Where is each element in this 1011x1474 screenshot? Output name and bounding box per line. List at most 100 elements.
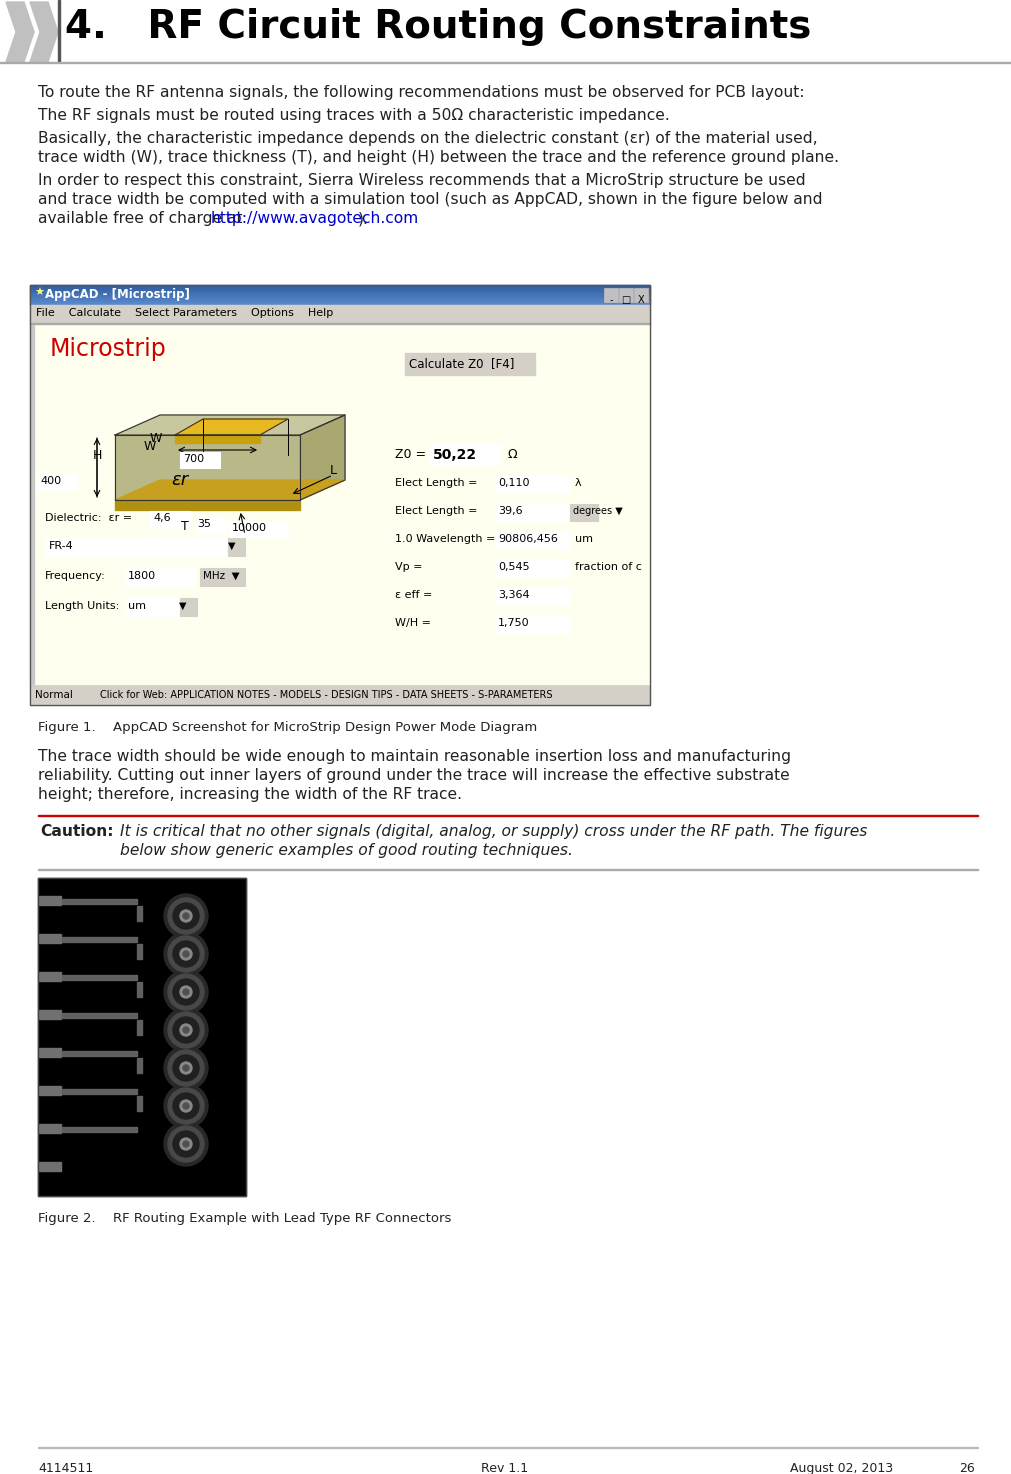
Bar xyxy=(430,445,500,464)
Circle shape xyxy=(164,932,208,976)
Circle shape xyxy=(168,1013,204,1048)
Circle shape xyxy=(173,904,199,929)
Bar xyxy=(195,517,227,534)
Bar xyxy=(150,511,190,528)
Bar xyxy=(39,935,61,943)
Circle shape xyxy=(180,909,192,923)
Circle shape xyxy=(180,1024,192,1036)
Text: 400: 400 xyxy=(40,476,61,486)
Bar xyxy=(495,532,570,548)
Text: 4114511: 4114511 xyxy=(38,1462,93,1474)
Text: Frequency:: Frequency: xyxy=(45,570,106,581)
Text: Click for Web: APPLICATION NOTES - MODELS - DESIGN TIPS - DATA SHEETS - S-PARAME: Click for Web: APPLICATION NOTES - MODEL… xyxy=(100,690,552,700)
Bar xyxy=(137,982,142,996)
Bar xyxy=(137,943,142,960)
Bar xyxy=(137,1058,142,1073)
Text: ).: ). xyxy=(358,211,369,226)
Bar xyxy=(39,1162,61,1170)
Text: 90806,456: 90806,456 xyxy=(498,534,558,544)
Text: ▼: ▼ xyxy=(179,601,187,612)
Circle shape xyxy=(183,912,189,918)
Bar xyxy=(62,899,137,904)
Circle shape xyxy=(173,979,199,1005)
Bar xyxy=(619,287,633,302)
Text: Microstrip: Microstrip xyxy=(50,338,167,361)
Bar xyxy=(31,685,649,705)
Text: FR-4: FR-4 xyxy=(49,541,74,551)
Bar xyxy=(200,567,245,587)
Bar xyxy=(604,287,618,302)
Text: λ: λ xyxy=(575,478,581,488)
Bar xyxy=(137,1097,142,1111)
Circle shape xyxy=(183,989,189,995)
Polygon shape xyxy=(115,500,300,510)
Circle shape xyxy=(180,1138,192,1150)
Text: T: T xyxy=(181,520,189,534)
Text: 700: 700 xyxy=(183,454,204,464)
Bar xyxy=(137,907,142,921)
Text: reliability. Cutting out inner layers of ground under the trace will increase th: reliability. Cutting out inner layers of… xyxy=(38,768,790,783)
Text: W: W xyxy=(150,432,163,445)
Bar xyxy=(39,1086,61,1095)
Text: and trace width be computed with a simulation tool (such as AppCAD, shown in the: and trace width be computed with a simul… xyxy=(38,192,823,206)
Polygon shape xyxy=(300,416,345,500)
Text: File    Calculate    Select Parameters    Options    Help: File Calculate Select Parameters Options… xyxy=(36,308,334,318)
Circle shape xyxy=(180,1061,192,1075)
Bar xyxy=(62,974,137,980)
Circle shape xyxy=(164,895,208,937)
Text: Normal: Normal xyxy=(35,690,73,700)
Text: um: um xyxy=(575,534,593,544)
Circle shape xyxy=(168,1088,204,1125)
Circle shape xyxy=(183,1141,189,1147)
Bar xyxy=(125,598,180,616)
Text: ε eff =: ε eff = xyxy=(395,590,433,600)
Bar xyxy=(229,520,288,537)
Text: Dielectric:  εr =: Dielectric: εr = xyxy=(45,513,132,523)
Bar xyxy=(62,937,137,942)
Circle shape xyxy=(183,951,189,957)
Bar xyxy=(180,453,220,469)
Bar xyxy=(62,1013,137,1019)
Bar xyxy=(495,504,570,520)
Text: To route the RF antenna signals, the following recommendations must be observed : To route the RF antenna signals, the fol… xyxy=(38,85,805,100)
Text: 0,110: 0,110 xyxy=(498,478,530,488)
Circle shape xyxy=(173,1094,199,1119)
Text: 3,364: 3,364 xyxy=(498,590,530,600)
Text: 4,6: 4,6 xyxy=(153,513,171,523)
Text: εr: εr xyxy=(172,472,189,489)
Text: Vp =: Vp = xyxy=(395,562,423,572)
Text: below show generic examples of good routing techniques.: below show generic examples of good rout… xyxy=(120,843,573,858)
Bar xyxy=(30,305,650,323)
Circle shape xyxy=(180,986,192,998)
Bar xyxy=(137,1020,142,1035)
Text: AppCAD - [Microstrip]: AppCAD - [Microstrip] xyxy=(45,287,190,301)
Circle shape xyxy=(164,1083,208,1128)
Circle shape xyxy=(173,940,199,967)
Circle shape xyxy=(180,1100,192,1111)
Circle shape xyxy=(173,1055,199,1080)
Polygon shape xyxy=(6,1,34,62)
Polygon shape xyxy=(175,435,260,444)
Text: Rev 1.1: Rev 1.1 xyxy=(481,1462,529,1474)
Text: Z0 =: Z0 = xyxy=(395,448,426,461)
Text: Length Units:: Length Units: xyxy=(45,601,119,612)
Text: In order to respect this constraint, Sierra Wireless recommends that a MicroStri: In order to respect this constraint, Sie… xyxy=(38,172,806,189)
Bar xyxy=(0,62,1011,63)
Text: Calculate Z0  [F4]: Calculate Z0 [F4] xyxy=(409,357,515,370)
Bar xyxy=(495,476,570,492)
Circle shape xyxy=(183,1027,189,1033)
Text: H: H xyxy=(92,448,102,461)
Text: 26: 26 xyxy=(959,1462,975,1474)
Text: W: W xyxy=(144,441,156,453)
Bar xyxy=(38,815,978,817)
Text: http://www.avagotech.com: http://www.avagotech.com xyxy=(210,211,419,226)
Text: L: L xyxy=(330,463,337,476)
Text: Figure 2.: Figure 2. xyxy=(38,1212,96,1225)
Polygon shape xyxy=(30,1,58,62)
Polygon shape xyxy=(175,419,288,435)
Circle shape xyxy=(180,948,192,960)
Bar xyxy=(30,284,650,705)
Polygon shape xyxy=(115,416,345,435)
Bar xyxy=(31,324,649,685)
Circle shape xyxy=(168,898,204,935)
